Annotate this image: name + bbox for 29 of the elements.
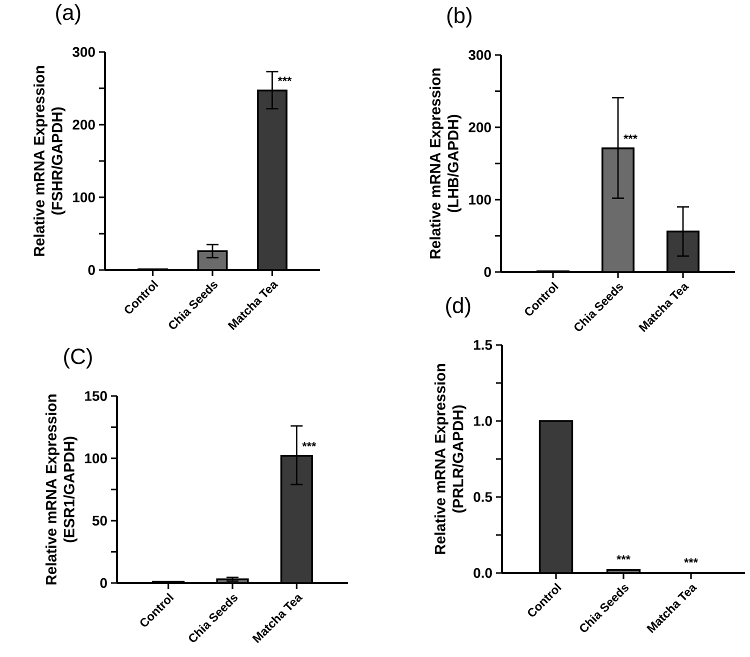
y-tick-label: 100 (85, 453, 107, 464)
y-tick-label: 200 (468, 122, 491, 132)
y-tick-label: 200 (72, 120, 95, 130)
y-axis-title: Relative mRNA Expression (PRLR/GAPDH) (434, 364, 466, 554)
y-tick-label: 50 (92, 516, 107, 526)
data-label: *** (624, 134, 638, 140)
y-tick-label: 0 (484, 267, 491, 277)
y-axis-title: Relative mRNA Expression (ESR1/GAPDH) (46, 394, 78, 584)
data-label: *** (302, 442, 316, 447)
y-tick-label: 1.5 (474, 340, 492, 350)
y-tick-label: 150 (85, 391, 107, 401)
y-tick-label: 0.0 (474, 568, 492, 578)
y-tick-label: 0 (100, 578, 107, 588)
data-label: *** (278, 76, 292, 82)
y-tick-label: 300 (72, 47, 95, 57)
y-tick-label: 100 (469, 194, 491, 205)
y-tick-label: 0 (88, 265, 95, 275)
y-axis-title: Relative mRNA Expression (LHB/GAPDH) (430, 68, 462, 258)
data-label: *** (684, 558, 698, 563)
chart-title: (b) (447, 7, 472, 28)
y-tick-label: 300 (468, 50, 491, 60)
chart-title: (d) (446, 297, 470, 318)
y-tick-label: 0.5 (474, 492, 492, 502)
y-axis-title: Relative mRNA Expression (FSHR/GAPDH) (34, 66, 66, 256)
data-label: *** (616, 555, 630, 560)
chart-title: (a) (56, 4, 80, 24)
y-tick-label: 100 (73, 192, 95, 202)
chart-title: (C) (64, 348, 92, 368)
y-tick-label: 1.0 (474, 416, 492, 426)
